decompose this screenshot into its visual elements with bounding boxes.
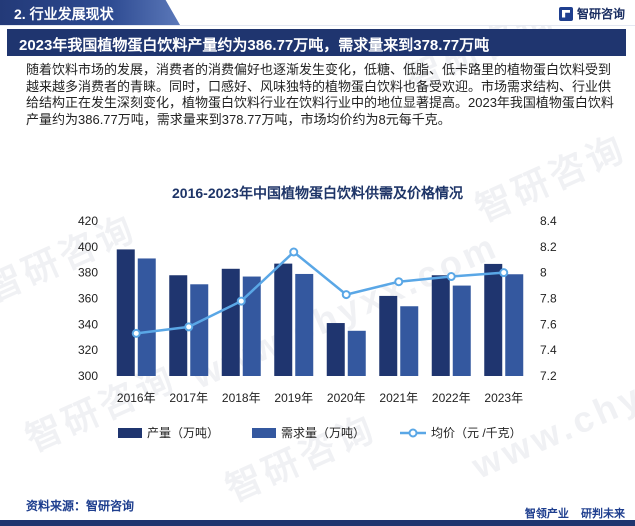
legend-marker — [408, 428, 418, 438]
left-axis-tick-label: 320 — [78, 343, 98, 357]
legend-swatch — [252, 428, 276, 438]
legend-label: 均价（元 /千克） — [431, 426, 522, 440]
x-axis-tick-label: 2019年 — [274, 391, 313, 405]
legend-label: 需求量（万吨） — [281, 426, 365, 440]
right-axis-ticks: 8.4 8.2 8 7.8 7.6 7.4 7.2 — [540, 214, 557, 383]
production-bar — [221, 268, 240, 376]
left-axis-tick-label: 420 — [78, 214, 98, 228]
demand-bar — [452, 285, 471, 376]
right-axis-tick-label: 7.6 — [540, 317, 557, 331]
price-point — [341, 290, 351, 300]
footer-brand-right: 研判未来 — [581, 508, 625, 520]
legend: 产量（万吨） 需求量（万吨） 均价（元 /千克） — [118, 426, 522, 440]
production-bar — [431, 275, 450, 376]
body-paragraph: 随着饮料市场的发展，消费者的消费偏好也逐渐发生变化，低糖、低脂、低卡路里的植物蛋… — [26, 62, 614, 127]
brand-logo-icon — [558, 6, 573, 21]
demand-bar — [190, 284, 209, 376]
left-axis-ticks: 420 400 380 360 340 320 300 — [78, 214, 98, 383]
price-point — [499, 268, 509, 278]
left-axis-tick-label: 300 — [78, 369, 98, 383]
brand-name: 智研咨询 — [576, 7, 625, 21]
legend-label: 产量（万吨） — [147, 426, 219, 440]
x-axis-tick-label: 2016年 — [117, 391, 156, 405]
headline-text: 2023年我国植物蛋白饮料产量约为386.77万吨，需求量来到378.77万吨 — [19, 37, 490, 54]
brand: 智研咨询 — [558, 5, 625, 22]
right-axis-tick-label: 7.8 — [540, 292, 557, 306]
demand-bar — [137, 258, 156, 376]
footer-brand: 智领产业 研判未来 — [525, 505, 625, 521]
production-bar — [274, 263, 293, 376]
x-axis-tick-label: 2022年 — [432, 391, 471, 405]
chart-title: 2016-2023年中国植物蛋白饮料供需及价格情况 — [172, 185, 463, 201]
right-axis-tick-label: 8.4 — [540, 214, 557, 228]
x-axis-ticks: 2016年 2017年 2018年 2019年 2020年 2021年 2022年 2023年 — [117, 391, 523, 405]
section-label: 2. 行业发展现状 — [14, 6, 114, 22]
price-point — [184, 322, 194, 332]
production-bar — [326, 323, 345, 376]
demand-bar — [295, 273, 314, 376]
production-bar — [379, 295, 398, 376]
price-point — [289, 247, 299, 257]
legend-swatch — [118, 428, 142, 438]
left-axis-tick-label: 360 — [78, 292, 98, 306]
demand-bar — [347, 330, 366, 376]
demand-bar — [505, 274, 524, 376]
source-note: 资料来源：智研咨询 — [26, 499, 135, 513]
x-axis-tick-label: 2017年 — [169, 391, 208, 405]
x-axis-tick-label: 2023年 — [484, 391, 523, 405]
left-axis-tick-label: 340 — [78, 317, 98, 331]
right-axis-tick-label: 7.4 — [540, 343, 557, 357]
right-axis-tick-label: 7.2 — [540, 369, 557, 383]
production-bar — [116, 249, 135, 376]
left-axis-tick-label: 400 — [78, 240, 98, 254]
x-axis-tick-label: 2018年 — [222, 391, 261, 405]
top-bar: 2. 行业发展现状 智研咨询 — [0, 0, 635, 26]
production-bar — [169, 275, 188, 376]
headline-banner: 2023年我国植物蛋白饮料产量约为386.77万吨，需求量来到378.77万吨 — [7, 29, 626, 56]
section-tab: 2. 行业发展现状 — [0, 0, 180, 25]
footer-brand-left: 智领产业 — [524, 508, 569, 520]
price-point — [131, 328, 141, 338]
right-axis-tick-label: 8.2 — [540, 240, 557, 254]
left-axis-tick-label: 380 — [78, 266, 98, 280]
x-axis-tick-label: 2021年 — [379, 391, 418, 405]
price-point — [236, 296, 246, 306]
price-point — [446, 272, 456, 282]
price-point — [394, 277, 404, 287]
bars — [116, 249, 524, 376]
demand-bar — [242, 276, 261, 376]
x-axis-tick-label: 2020年 — [327, 391, 366, 405]
price-line — [131, 247, 509, 338]
right-axis-tick-label: 8 — [540, 266, 547, 280]
demand-bar — [400, 306, 419, 376]
production-bar — [484, 263, 503, 376]
price-line-path — [136, 250, 504, 335]
bottom-bar — [0, 520, 635, 526]
